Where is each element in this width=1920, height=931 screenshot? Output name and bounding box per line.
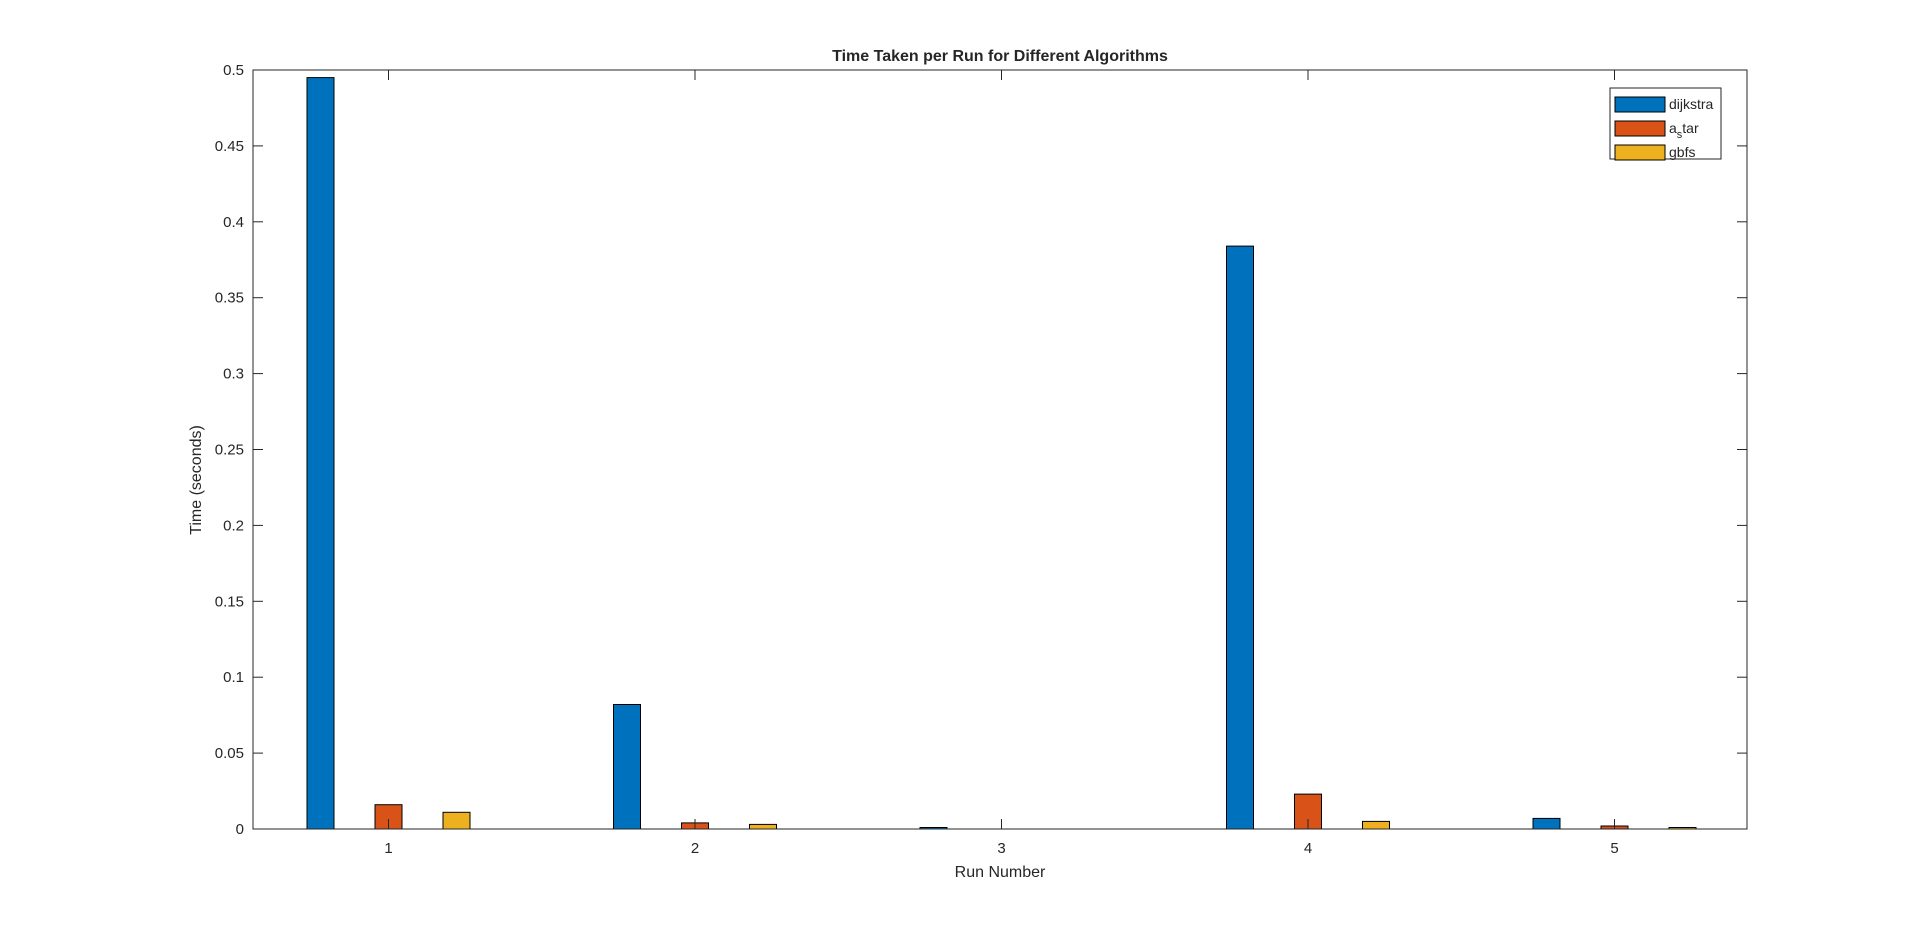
y-tick-label: 0.5 [223, 62, 244, 79]
y-tick-label: 0.05 [215, 745, 244, 762]
legend: dijkstra astar gbfs [1609, 87, 1722, 161]
legend-swatch-gbfs [1614, 144, 1666, 161]
y-axis-label: Time (seconds) [188, 425, 205, 535]
plot-area [253, 70, 1747, 829]
y-tick-label: 0.35 [215, 290, 244, 307]
y-tick-label: 0 [236, 821, 244, 838]
legend-swatch-dijkstra [1614, 96, 1666, 113]
axes-box [252, 69, 1748, 830]
ticks-layer: 0 0.05 0.1 0.15 0.2 0.25 0.3 0.35 0.4 0.45 0.5 1 2 3 4… [215, 62, 1747, 857]
x-tick-label: 2 [691, 840, 699, 857]
y-tick-label: 0.15 [215, 593, 244, 610]
y-tick-label: 0.4 [223, 214, 244, 231]
bar-gbfs-run-2 [749, 823, 777, 830]
x-tick-label: 3 [997, 840, 1005, 857]
bar-gbfs-run-1 [442, 811, 471, 830]
y-tick-label: 0.2 [223, 517, 244, 534]
legend-label-a_star: astar [1669, 120, 1699, 141]
legend-label-gbfs: gbfs [1669, 144, 1695, 160]
legend-label-dijkstra: dijkstra [1669, 96, 1714, 112]
x-axis-label: Run Number [955, 864, 1046, 881]
bar-dijkstra-run-5 [1532, 817, 1561, 830]
y-tick-label: 0.45 [215, 138, 244, 155]
chart-title: Time Taken per Run for Different Algorit… [832, 48, 1168, 65]
x-tick-label: 4 [1304, 840, 1312, 857]
y-tick-label: 0.3 [223, 366, 244, 383]
bar-dijkstra-run-1 [306, 77, 335, 830]
x-tick-label: 5 [1610, 840, 1618, 857]
bar-dijkstra-run-4 [1226, 245, 1254, 830]
x-tick-label: 1 [384, 840, 392, 857]
bars-layer [306, 77, 1697, 830]
y-tick-label: 0.25 [215, 442, 244, 459]
bar-dijkstra-run-2 [613, 704, 641, 830]
bar-gbfs-run-4 [1362, 820, 1390, 830]
legend-swatch-a_star [1614, 120, 1666, 137]
y-tick-label: 0.1 [223, 669, 244, 686]
